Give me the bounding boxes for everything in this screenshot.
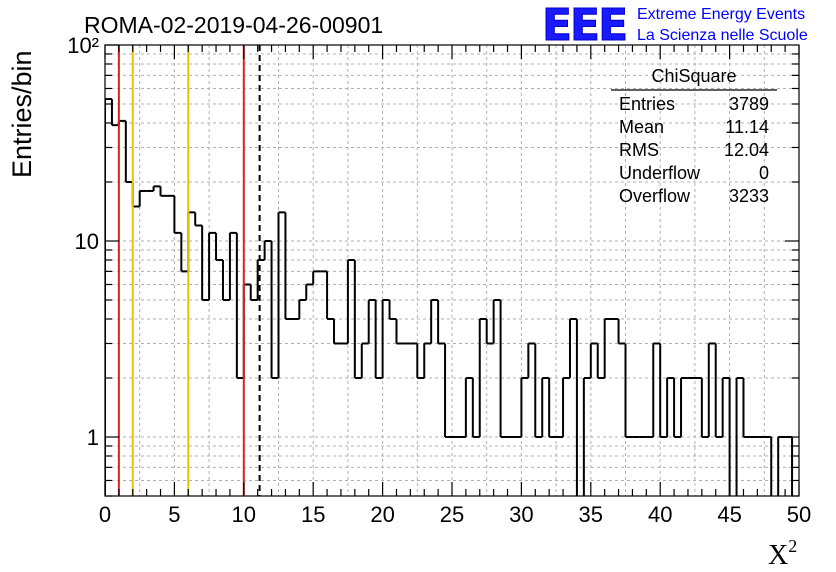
x-tick-label: 10: [232, 502, 256, 527]
stats-value: 3789: [729, 94, 769, 114]
stats-value: 12.04: [724, 140, 769, 160]
x-tick-label: 0: [99, 502, 111, 527]
x-tick-label: 35: [579, 502, 603, 527]
x-tick-label: 50: [787, 502, 811, 527]
logo-line-1: Extreme Energy Events: [637, 6, 805, 23]
stats-value: 11.14: [725, 117, 769, 137]
page-title: ROMA-02-2019-04-26-00901: [84, 12, 383, 38]
grid: [105, 45, 799, 496]
logo-mark: EEE: [542, 0, 626, 51]
stats-label: RMS: [619, 140, 659, 160]
stats-label: Overflow: [619, 186, 691, 206]
x-tick-label: 30: [509, 502, 533, 527]
stats-label: Entries: [619, 94, 675, 114]
stats-box: ChiSquare Entries 3789 Mean 11.14 RMS 12.04 Un…: [611, 66, 777, 206]
y-tick-label: 1: [87, 425, 99, 450]
reference-lines: [117, 45, 261, 496]
x-tick-label: 15: [301, 502, 325, 527]
x-tick-label: 45: [717, 502, 741, 527]
y-tick-label: 10²: [67, 33, 99, 58]
x-axis-label: X2: [768, 536, 797, 571]
stats-label: Underflow: [619, 163, 701, 183]
x-axis-label-superscript: 2: [788, 536, 797, 556]
y-tick-label: 10: [75, 229, 99, 254]
x-tick-label: 25: [440, 502, 464, 527]
stats-title: ChiSquare: [651, 66, 736, 86]
stats-value: 0: [759, 163, 769, 183]
x-tick-label: 20: [370, 502, 394, 527]
axis-ticks: 0 5 10 15 20 25 30 35 40 45 50 1 10 10²: [67, 33, 811, 527]
stats-value: 3233: [729, 186, 769, 206]
stats-label: Mean: [619, 117, 664, 137]
eee-logo: EEE Extreme Energy Events La Scienza nel…: [542, 0, 808, 52]
histogram-bars: [105, 98, 794, 496]
logo-line-2: La Scienza nelle Scuole: [637, 27, 808, 44]
y-axis-label: Entries/bin: [7, 50, 37, 178]
x-tick-label: 40: [648, 502, 672, 527]
x-tick-label: 5: [168, 502, 180, 527]
